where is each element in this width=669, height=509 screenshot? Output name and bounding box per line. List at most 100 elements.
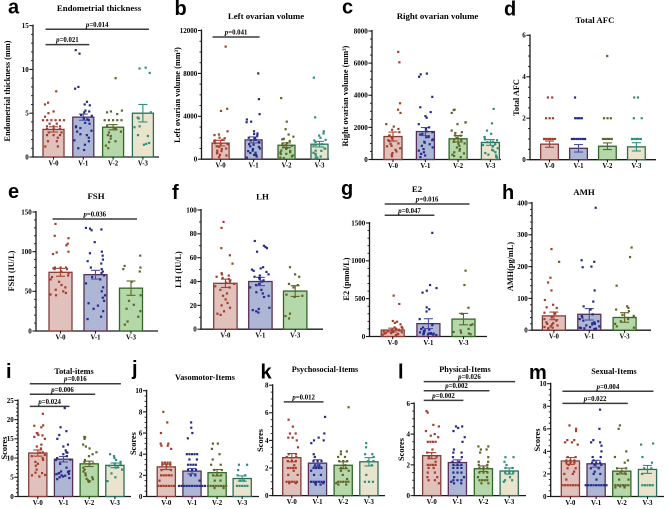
svg-text:Vasomotor-Items: Vasomotor-Items — [175, 373, 235, 382]
svg-text:V-1: V-1 — [90, 335, 101, 342]
svg-text:25: 25 — [7, 397, 15, 405]
svg-text:V-2: V-2 — [108, 161, 119, 168]
svg-text:V-0: V-0 — [48, 161, 59, 168]
svg-text:6: 6 — [265, 409, 269, 417]
svg-text:k: k — [261, 362, 273, 384]
svg-text:10: 10 — [22, 66, 30, 74]
svg-text:V-1: V-1 — [452, 499, 463, 506]
svg-text:5: 5 — [25, 110, 29, 118]
svg-text:100: 100 — [186, 206, 197, 214]
svg-text:V-1: V-1 — [584, 334, 595, 341]
svg-text:V-3: V-3 — [631, 163, 642, 170]
svg-text:10: 10 — [7, 454, 15, 462]
svg-text:V-3: V-3 — [364, 499, 375, 506]
svg-text:2: 2 — [543, 470, 547, 478]
svg-text:0: 0 — [10, 493, 14, 501]
svg-text:AMH(pg/mL): AMH(pg/mL) — [506, 242, 515, 292]
svg-text:300: 300 — [517, 231, 528, 239]
svg-text:60: 60 — [190, 254, 198, 262]
svg-text:V-0: V-0 — [161, 500, 172, 507]
svg-text:l: l — [398, 362, 404, 384]
svg-text:m: m — [529, 362, 547, 384]
svg-text:p=0.022: p=0.022 — [583, 396, 607, 403]
svg-text:V-3: V-3 — [620, 334, 631, 341]
svg-text:p=0.012: p=0.012 — [291, 394, 315, 401]
svg-text:Endometrial thickness (mm): Endometrial thickness (mm) — [3, 40, 12, 141]
svg-text:8: 8 — [139, 408, 143, 416]
svg-text:Left ovarian volume (mm³): Left ovarian volume (mm³) — [173, 47, 182, 143]
svg-text:8000: 8000 — [183, 70, 198, 78]
svg-text:Total AFC: Total AFC — [512, 79, 521, 116]
svg-text:20: 20 — [190, 302, 198, 310]
svg-text:0: 0 — [362, 333, 366, 341]
svg-text:p=0.036: p=0.036 — [82, 212, 106, 219]
svg-text:V-3: V-3 — [110, 500, 121, 507]
svg-text:V-2: V-2 — [84, 500, 95, 507]
svg-text:15: 15 — [22, 22, 30, 30]
svg-text:p=0.047: p=0.047 — [397, 208, 421, 215]
svg-text:Scores: Scores — [533, 428, 542, 452]
svg-text:8: 8 — [543, 403, 547, 411]
svg-text:Physical-Items: Physical-Items — [439, 365, 490, 374]
svg-text:i: i — [6, 361, 12, 383]
svg-text:10: 10 — [540, 380, 548, 388]
svg-text:0: 0 — [543, 493, 547, 501]
svg-text:4: 4 — [543, 448, 547, 456]
svg-text:p=0.026: p=0.026 — [457, 374, 481, 381]
svg-text:V-3: V-3 — [642, 500, 653, 507]
svg-text:6: 6 — [543, 425, 547, 433]
svg-text:4: 4 — [407, 431, 411, 439]
svg-text:V-1: V-1 — [78, 161, 89, 168]
svg-text:Scores: Scores — [397, 437, 406, 461]
svg-text:4000: 4000 — [354, 92, 369, 100]
svg-text:4000: 4000 — [183, 113, 198, 121]
svg-text:20: 20 — [7, 416, 15, 424]
svg-text:2: 2 — [407, 461, 411, 469]
svg-text:1000: 1000 — [351, 257, 366, 265]
svg-text:4: 4 — [139, 451, 143, 459]
svg-text:j: j — [131, 358, 138, 380]
svg-text:p=0.024: p=0.024 — [37, 399, 61, 406]
svg-text:Endometrial thickness: Endometrial thickness — [57, 3, 142, 13]
svg-text:Scores: Scores — [0, 436, 9, 460]
svg-text:400: 400 — [517, 199, 528, 207]
svg-text:15: 15 — [7, 435, 15, 443]
svg-text:150: 150 — [21, 208, 32, 216]
svg-text:FSH (IU/L): FSH (IU/L) — [7, 250, 16, 291]
svg-text:AMH: AMH — [573, 187, 595, 197]
svg-text:p=0.021: p=0.021 — [55, 37, 79, 44]
svg-text:10: 10 — [135, 387, 143, 395]
svg-text:p=0.041: p=0.041 — [224, 30, 248, 37]
svg-text:4: 4 — [522, 73, 526, 81]
svg-text:V-2: V-2 — [453, 163, 464, 170]
svg-text:V-2: V-2 — [478, 499, 489, 506]
svg-text:d: d — [504, 0, 516, 21]
svg-text:1500: 1500 — [351, 219, 366, 227]
svg-text:500: 500 — [355, 295, 366, 303]
svg-text:p=0.004: p=0.004 — [596, 384, 620, 391]
svg-text:V-2: V-2 — [617, 500, 628, 507]
svg-text:V-2: V-2 — [602, 163, 613, 170]
svg-text:0: 0 — [522, 156, 526, 164]
svg-text:c: c — [342, 0, 353, 19]
svg-text:V-0: V-0 — [216, 163, 227, 170]
svg-text:p=0.016: p=0.016 — [63, 376, 87, 383]
svg-text:E2: E2 — [412, 184, 423, 194]
svg-text:200: 200 — [517, 263, 528, 271]
svg-text:Right ovarian volume (mm³): Right ovarian volume (mm³) — [341, 45, 350, 146]
svg-text:Left ovarian volume: Left ovarian volume — [228, 11, 304, 21]
svg-text:V-3: V-3 — [314, 163, 325, 170]
svg-text:2: 2 — [522, 115, 526, 123]
svg-text:80: 80 — [190, 230, 198, 238]
svg-text:V-1: V-1 — [312, 499, 323, 506]
svg-text:V-1: V-1 — [420, 163, 431, 170]
svg-text:V-0: V-0 — [33, 500, 44, 507]
svg-text:V-0: V-0 — [549, 334, 560, 341]
svg-text:0: 0 — [407, 492, 411, 500]
svg-text:2: 2 — [265, 464, 269, 472]
svg-text:5: 5 — [10, 474, 14, 482]
svg-text:6000: 6000 — [354, 60, 369, 68]
svg-text:b: b — [175, 0, 187, 20]
svg-text:g: g — [341, 178, 353, 200]
svg-text:Scores: Scores — [129, 431, 138, 455]
